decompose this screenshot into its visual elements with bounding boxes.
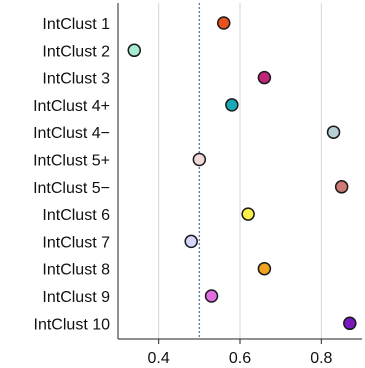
data-point-6 <box>192 152 207 167</box>
data-point-12 <box>343 316 357 331</box>
grid-lines <box>158 3 322 339</box>
data-point-11 <box>204 289 219 303</box>
category-label-1: IntClust 1 <box>42 16 110 33</box>
data-point-7 <box>334 180 349 194</box>
category-label-4: IntClust 4+ <box>33 98 110 115</box>
x-tick-labels: 0.4 0.6 0.8 <box>148 350 333 367</box>
data-point-10 <box>257 261 272 276</box>
category-label-8: IntClust 6 <box>42 207 110 224</box>
category-label-12: IntClust 10 <box>34 316 111 333</box>
category-label-6: IntClust 5+ <box>33 153 110 170</box>
category-label-10: IntClust 8 <box>42 262 110 279</box>
axes <box>117 3 362 344</box>
data-point-4 <box>225 98 239 112</box>
category-label-2: IntClust 2 <box>42 43 110 60</box>
data-point-3 <box>257 70 272 85</box>
x-tick-label-1: 0.6 <box>229 350 251 367</box>
category-label-9: IntClust 7 <box>42 234 110 251</box>
x-tick-label-0: 0.4 <box>148 350 170 367</box>
data-point-8 <box>241 207 255 221</box>
data-point-5 <box>326 125 341 139</box>
category-label-3: IntClust 3 <box>42 71 110 88</box>
x-tick-label-2: 0.8 <box>310 350 332 367</box>
data-points <box>127 16 357 331</box>
data-point-2 <box>127 43 142 58</box>
category-label-11: IntClust 9 <box>42 289 110 306</box>
data-point-1 <box>216 16 231 30</box>
data-point-9 <box>184 234 198 249</box>
category-label-7: IntClust 5− <box>33 180 110 197</box>
category-label-5: IntClust 4− <box>33 125 110 142</box>
category-labels: IntClust 1 IntClust 2 IntClust 3 IntClust 4… <box>33 16 110 333</box>
